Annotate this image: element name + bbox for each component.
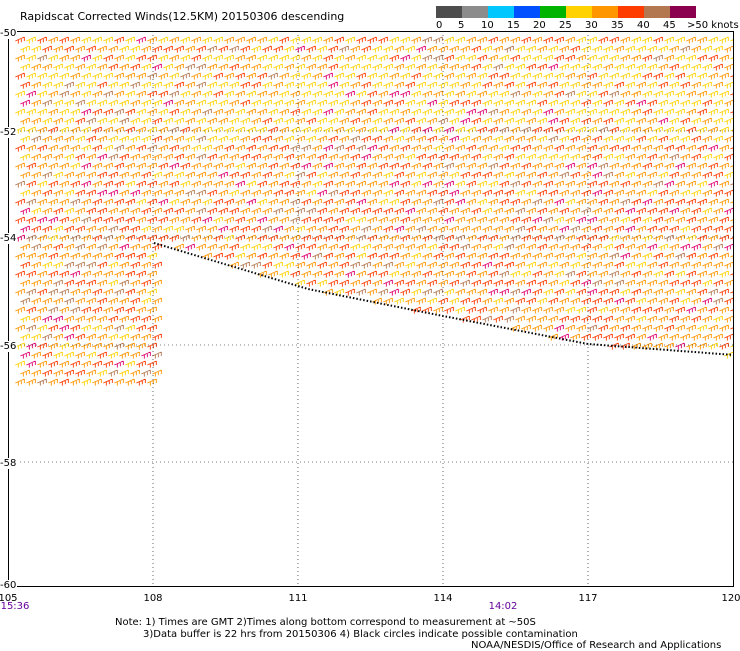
scale-label-30: 30 bbox=[585, 20, 598, 31]
scale-label-45: 45 bbox=[663, 20, 676, 31]
wind-barbs-3 bbox=[15, 36, 734, 386]
scale-swatch-0 bbox=[436, 6, 462, 18]
lat-label-52s: -52 bbox=[0, 127, 18, 138]
footnote: Note: 1) Times are GMT 2)Times along bot… bbox=[115, 617, 578, 641]
map-frame bbox=[8, 31, 734, 587]
time-label-start: 15:36 bbox=[0, 601, 30, 612]
time-label-mid: 14:02 bbox=[488, 601, 518, 612]
scale-label-40: 40 bbox=[637, 20, 650, 31]
scale-swatch-4 bbox=[540, 6, 566, 18]
scale-label-10: 10 bbox=[481, 20, 494, 31]
lon-label-117: 117 bbox=[578, 593, 598, 604]
scale-label-5: 5 bbox=[458, 20, 465, 31]
lon-label-108: 108 bbox=[143, 593, 163, 604]
scale-label-35: 35 bbox=[611, 20, 624, 31]
scale-swatch-7 bbox=[618, 6, 644, 18]
scale-label-max: >50 knots bbox=[687, 20, 739, 31]
footnote-line-1: Note: 1) Times are GMT 2)Times along bot… bbox=[115, 617, 536, 628]
wind-barbs-layer bbox=[15, 36, 734, 386]
scale-label-20: 20 bbox=[533, 20, 546, 31]
scale-swatch-9 bbox=[670, 6, 696, 18]
lat-label-58s: -58 bbox=[0, 458, 18, 469]
scale-swatch-8 bbox=[644, 6, 670, 18]
scale-label-25: 25 bbox=[559, 20, 572, 31]
lat-label-50s: -50 bbox=[0, 28, 18, 39]
lat-label-54s: -54 bbox=[0, 233, 18, 244]
lat-label-60s: -60 bbox=[0, 580, 18, 591]
land-mask-edge bbox=[153, 242, 734, 356]
lon-label-114: 114 bbox=[433, 593, 453, 604]
scale-swatch-2 bbox=[488, 6, 514, 18]
credit-line: NOAA/NESDIS/Office of Research and Appli… bbox=[471, 640, 722, 651]
scale-swatch-1 bbox=[462, 6, 488, 18]
lon-label-105: 105 bbox=[0, 593, 18, 604]
scale-swatch-3 bbox=[514, 6, 540, 18]
scale-swatch-6 bbox=[592, 6, 618, 18]
footnote-line-2: 3)Data buffer is 22 hrs from 20150306 4)… bbox=[143, 629, 578, 640]
map-title: Rapidscat Corrected Winds(12.5KM) 201503… bbox=[20, 10, 345, 23]
grid-lines bbox=[8, 31, 734, 587]
lon-label-111: 111 bbox=[288, 593, 308, 604]
wind-barbs-4 bbox=[15, 36, 734, 368]
scale-swatch-5 bbox=[566, 6, 592, 18]
scale-label-0: 0 bbox=[436, 20, 443, 31]
lon-label-120: 120 bbox=[721, 593, 740, 604]
lat-label-56s: -56 bbox=[0, 341, 18, 352]
wind-barbs-2 bbox=[15, 36, 734, 386]
wind-barbs-0 bbox=[15, 36, 734, 386]
scale-label-15: 15 bbox=[507, 20, 520, 31]
wind-barbs-1 bbox=[15, 36, 734, 386]
wind-map bbox=[8, 31, 734, 587]
